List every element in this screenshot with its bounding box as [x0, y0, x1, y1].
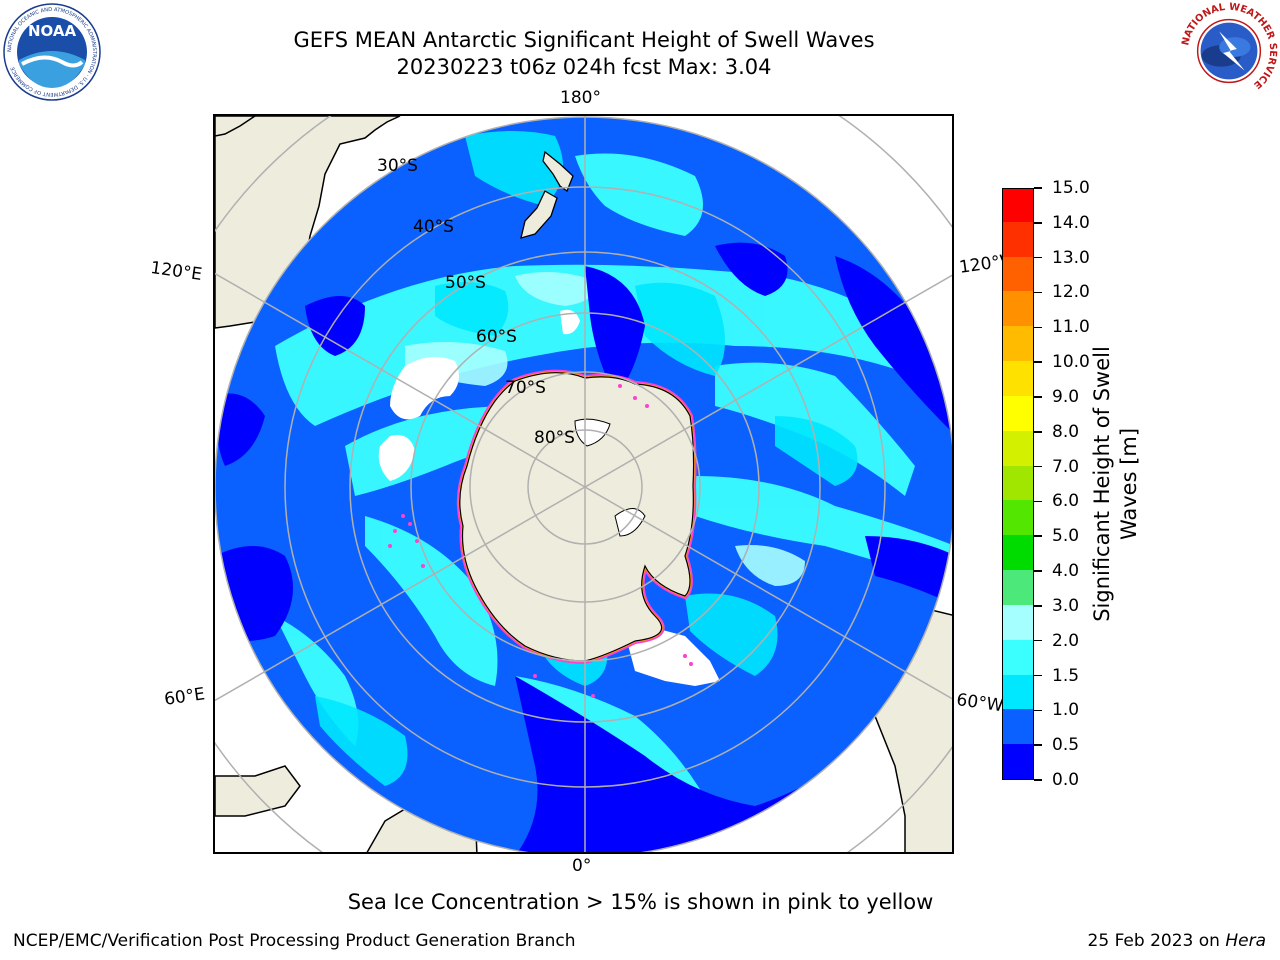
- colorbar-tick: [1034, 361, 1042, 363]
- colorbar-tick: [1034, 396, 1042, 398]
- colorbar-tick: [1034, 570, 1042, 572]
- colorbar-tick-label: 9.0: [1052, 386, 1080, 407]
- colorbar-tick: [1034, 674, 1042, 677]
- lon-label-60e: 60°E: [163, 684, 207, 710]
- new-zealand: [520, 150, 574, 239]
- colorbar-segment: [1003, 674, 1033, 710]
- colorbar-segment: [1003, 189, 1033, 222]
- colorbar-tick-label: 2.0: [1052, 630, 1080, 651]
- lat-label-30s: 30°S: [377, 156, 418, 176]
- antarctica: [456, 369, 697, 665]
- lat-label-70s: 70°S: [505, 378, 546, 398]
- colorbar-segment: [1003, 395, 1033, 431]
- colorbar-tick: [1034, 222, 1042, 224]
- colorbar-tick: [1034, 639, 1042, 642]
- colorbar-title-line-2: Waves [m]: [1117, 427, 1141, 541]
- colorbar-tick-label: 6.0: [1052, 491, 1080, 512]
- colorbar-tick-label: 13.0: [1052, 247, 1090, 268]
- colorbar-segment: [1003, 708, 1033, 745]
- lon-label-0: 0°: [572, 856, 592, 876]
- colorbar-tick: [1034, 187, 1042, 189]
- swell-height-map: 30°S 40°S 50°S 60°S 70°S 80°S: [215, 116, 952, 852]
- colorbar-tick-label: 10.0: [1052, 352, 1090, 373]
- lat-label-80s: 80°S: [534, 428, 575, 448]
- colorbar-segment: [1003, 534, 1033, 571]
- colorbar-segment: [1003, 360, 1033, 396]
- colorbar-tick-label: 0.5: [1052, 735, 1080, 756]
- footer-date: 25 Feb 2023 on Hera: [1088, 931, 1266, 951]
- colorbar-segment: [1003, 743, 1033, 779]
- colorbar-tick-label: 11.0: [1052, 317, 1090, 338]
- colorbar-tick: [1034, 605, 1042, 607]
- colorbar: [1002, 188, 1034, 780]
- meridians: [215, 116, 952, 852]
- colorbar-segment: [1003, 290, 1033, 327]
- colorbar-tick-label: 3.0: [1052, 595, 1080, 616]
- map-title: GEFS MEAN Antarctic Significant Height o…: [293, 28, 875, 52]
- nws-logo: NATIONAL WEATHER SERVICE: [1180, 2, 1278, 99]
- lat-label-50s: 50°S: [445, 273, 486, 293]
- colorbar-tick: [1034, 465, 1042, 468]
- noaa-logo: NOAA NATIONAL OCEANIC AND ATMOSPHERIC AD…: [3, 3, 101, 101]
- colorbar-tick: [1034, 256, 1042, 259]
- colorbar-segment: [1003, 604, 1033, 640]
- colorbar-tick-label: 12.0: [1052, 282, 1090, 303]
- colorbar-tick-label: 4.0: [1052, 561, 1080, 582]
- colorbar-segment: [1003, 325, 1033, 362]
- colorbar-segment: [1003, 639, 1033, 675]
- polar-map: 30°S 40°S 50°S 60°S 70°S 80°S: [213, 114, 954, 854]
- lon-label-60w: 60°W: [955, 690, 1005, 717]
- lat-label-40s: 40°S: [413, 217, 454, 237]
- colorbar-tick-label: 0.0: [1052, 770, 1080, 790]
- noaa-logo-text: NOAA: [28, 22, 77, 40]
- colorbar-tick-label: 8.0: [1052, 421, 1080, 442]
- map-subtitle: 20230223 t06z 024h fcst Max: 3.04: [396, 55, 772, 79]
- sea-ice-note: Sea Ice Concentration > 15% is shown in …: [347, 890, 934, 914]
- colorbar-tick-label: 1.0: [1052, 700, 1080, 721]
- colorbar-tick: [1034, 431, 1042, 433]
- colorbar-segment: [1003, 256, 1033, 292]
- colorbar-segment: [1003, 499, 1033, 536]
- footer-date-text: 25 Feb 2023 on: [1087, 931, 1226, 951]
- colorbar-segment: [1003, 569, 1033, 605]
- colorbar-tick-label: 7.0: [1052, 456, 1080, 477]
- colorbar-segment: [1003, 465, 1033, 501]
- open-sea-ice: [378, 309, 720, 686]
- colorbar-tick-label: 1.5: [1052, 665, 1080, 686]
- colorbar-tick: [1034, 326, 1042, 329]
- footer-host: Hera: [1225, 931, 1266, 951]
- colorbar-tick-label: 5.0: [1052, 526, 1080, 547]
- colorbar-tick: [1034, 709, 1042, 712]
- lon-label-180: 180°: [560, 88, 601, 108]
- lat-label-60s: 60°S: [476, 327, 517, 347]
- footer-credit: NCEP/EMC/Verification Post Processing Pr…: [13, 931, 576, 951]
- colorbar-tick: [1034, 779, 1042, 781]
- sea-ice-speckles: [388, 384, 693, 698]
- colorbar-tick-label: 15.0: [1052, 178, 1090, 198]
- colorbar-tick: [1034, 744, 1042, 746]
- colorbar-title-line-1: Significant Height of Swell: [1090, 346, 1114, 622]
- colorbar-segment: [1003, 221, 1033, 257]
- colorbar-tick: [1034, 535, 1042, 537]
- colorbar-tick: [1034, 291, 1042, 294]
- colorbar-segment: [1003, 430, 1033, 466]
- swell-bands-pale: [405, 272, 805, 586]
- lon-label-120e: 120°E: [149, 258, 204, 286]
- colorbar-tick-label: 14.0: [1052, 212, 1090, 233]
- colorbar-tick: [1034, 500, 1042, 503]
